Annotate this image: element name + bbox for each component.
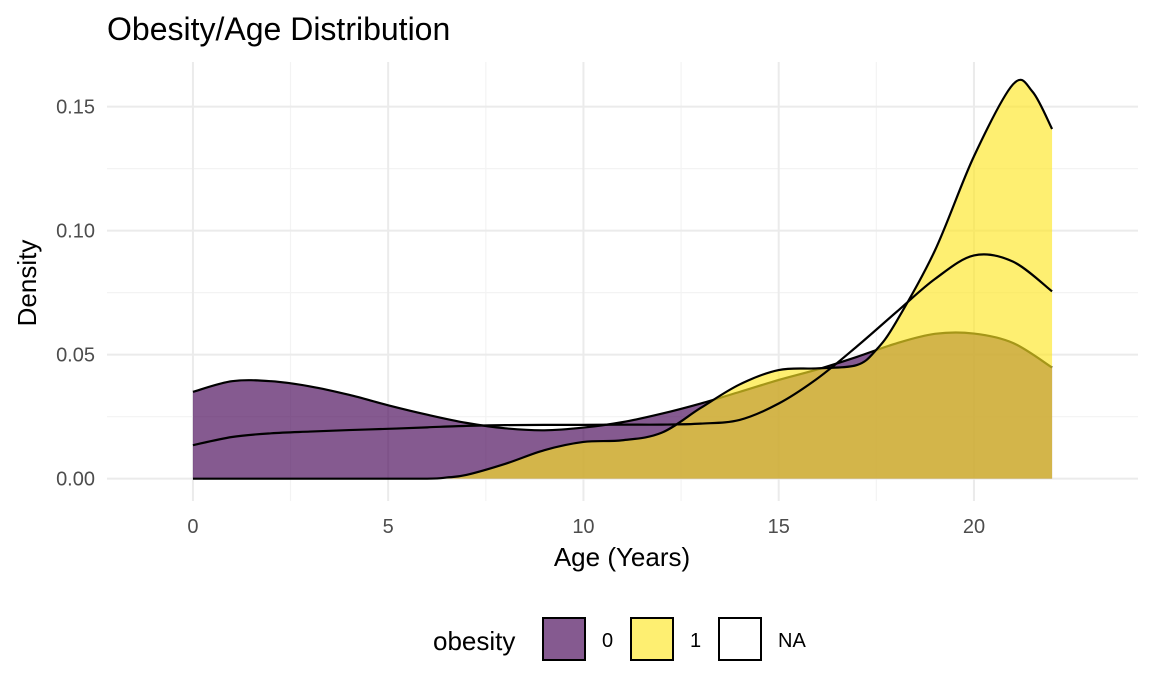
x-tick-label: 0 xyxy=(187,516,198,538)
chart-title: Obesity/Age Distribution xyxy=(107,11,450,47)
y-tick-label: 0.10 xyxy=(56,221,95,243)
x-tick-label: 20 xyxy=(963,516,985,538)
x-tick-label: 10 xyxy=(572,516,594,538)
y-tick-label: 0.15 xyxy=(56,97,95,119)
density-areas xyxy=(192,78,1054,480)
legend-title: obesity xyxy=(433,626,515,656)
x-tick-label: 15 xyxy=(768,516,790,538)
x-tick-label: 5 xyxy=(383,516,394,538)
density-line-1 xyxy=(192,78,1054,480)
legend-label-1: 1 xyxy=(690,630,701,652)
density-area-1 xyxy=(192,79,1053,479)
legend-label-0: 0 xyxy=(602,630,613,652)
legend-key-1 xyxy=(630,617,674,661)
y-axis-ticks: 0.00 0.05 0.10 0.15 xyxy=(56,97,95,491)
legend-key-0 xyxy=(542,617,586,661)
legend-key-na xyxy=(718,617,762,661)
density-line-na xyxy=(192,253,1053,447)
y-axis-title: Density xyxy=(12,240,42,327)
x-axis-ticks: 0 5 10 15 20 xyxy=(187,516,985,538)
y-tick-label: 0.05 xyxy=(56,345,95,367)
legend-label-na: NA xyxy=(778,630,806,652)
x-axis-title: Age (Years) xyxy=(554,542,690,572)
y-tick-label: 0.00 xyxy=(56,469,95,491)
legend: obesity 0 1 NA xyxy=(433,617,806,661)
